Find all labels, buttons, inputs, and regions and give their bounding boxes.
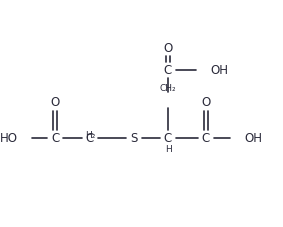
Text: C: C bbox=[164, 64, 172, 76]
Text: H: H bbox=[165, 145, 171, 154]
Text: H₂: H₂ bbox=[85, 131, 95, 140]
Text: S: S bbox=[130, 131, 138, 145]
Text: OH: OH bbox=[210, 64, 228, 76]
Text: O: O bbox=[163, 42, 173, 54]
Text: HO: HO bbox=[0, 131, 18, 145]
Text: C: C bbox=[51, 131, 59, 145]
Text: O: O bbox=[50, 96, 60, 109]
Text: C: C bbox=[86, 131, 94, 145]
Text: C: C bbox=[164, 131, 172, 145]
Text: C: C bbox=[202, 131, 210, 145]
Text: CH₂: CH₂ bbox=[160, 84, 176, 93]
Text: O: O bbox=[201, 96, 211, 109]
Text: OH: OH bbox=[244, 131, 262, 145]
